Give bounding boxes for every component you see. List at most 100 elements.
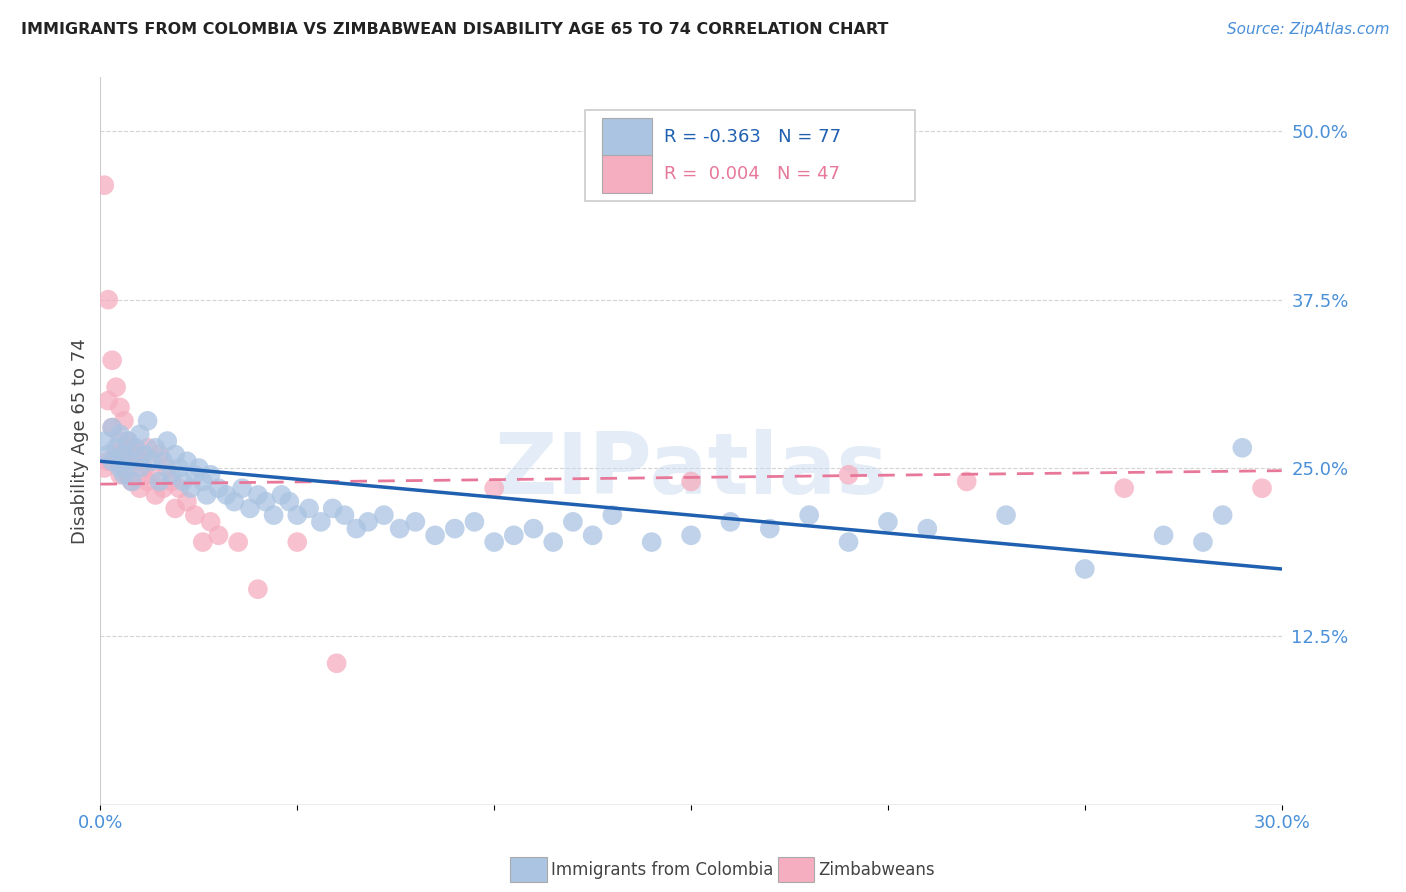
Point xyxy=(423,528,446,542)
Point xyxy=(207,528,229,542)
Point xyxy=(180,481,202,495)
Point xyxy=(97,454,120,468)
Point xyxy=(121,475,143,489)
Point xyxy=(165,448,187,462)
Point xyxy=(176,494,198,508)
Point xyxy=(167,461,190,475)
Point xyxy=(239,501,262,516)
Point xyxy=(224,494,246,508)
Point xyxy=(117,434,139,448)
Point xyxy=(108,461,131,475)
Point xyxy=(679,528,702,542)
Point xyxy=(112,448,135,462)
Point xyxy=(184,467,207,482)
Point xyxy=(877,515,900,529)
Point xyxy=(97,448,120,462)
Point xyxy=(285,535,308,549)
Point xyxy=(1074,562,1097,576)
Point xyxy=(176,454,198,468)
Point xyxy=(125,441,148,455)
Point xyxy=(156,434,179,448)
Point xyxy=(101,454,124,468)
Point xyxy=(333,508,356,522)
Point xyxy=(191,535,214,549)
Point xyxy=(298,501,321,516)
Point xyxy=(108,434,131,448)
Point xyxy=(956,475,979,489)
Text: R =  0.004   N = 47: R = 0.004 N = 47 xyxy=(664,165,839,183)
Point xyxy=(404,515,426,529)
Point xyxy=(191,475,214,489)
Point xyxy=(93,461,115,475)
Point xyxy=(121,475,143,489)
Point xyxy=(108,401,131,415)
Point xyxy=(1232,441,1254,455)
Point xyxy=(101,420,124,434)
Point xyxy=(718,515,741,529)
Point xyxy=(215,488,238,502)
Point xyxy=(145,441,167,455)
Point xyxy=(246,582,269,597)
Point xyxy=(759,522,782,536)
Point xyxy=(838,535,860,549)
Point xyxy=(344,522,367,536)
Point xyxy=(141,467,163,482)
Point xyxy=(581,528,603,542)
Point xyxy=(112,454,135,468)
Point xyxy=(195,488,218,502)
Point xyxy=(443,522,465,536)
Point xyxy=(167,481,190,495)
Point xyxy=(373,508,395,522)
Point xyxy=(1114,481,1136,495)
Point xyxy=(309,515,332,529)
Point xyxy=(125,448,148,462)
Point xyxy=(502,528,524,542)
Point xyxy=(254,494,277,508)
Point xyxy=(561,515,583,529)
Point xyxy=(152,481,174,495)
Point xyxy=(117,454,139,468)
Point xyxy=(93,178,115,193)
Text: IMMIGRANTS FROM COLOMBIA VS ZIMBABWEAN DISABILITY AGE 65 TO 74 CORRELATION CHART: IMMIGRANTS FROM COLOMBIA VS ZIMBABWEAN D… xyxy=(21,22,889,37)
Point xyxy=(325,657,347,671)
Point xyxy=(97,293,120,307)
Point xyxy=(101,420,124,434)
Point xyxy=(482,535,505,549)
Point xyxy=(145,488,167,502)
Point xyxy=(187,461,209,475)
Point xyxy=(838,467,860,482)
Point xyxy=(141,454,163,468)
Point xyxy=(463,515,485,529)
Point xyxy=(160,475,183,489)
Point xyxy=(128,454,150,468)
Point xyxy=(640,535,662,549)
Point xyxy=(132,448,155,462)
Text: Immigrants from Colombia: Immigrants from Colombia xyxy=(551,861,773,879)
Point xyxy=(112,414,135,428)
Point xyxy=(263,508,285,522)
Point xyxy=(246,488,269,502)
Point xyxy=(799,508,821,522)
Point xyxy=(117,467,139,482)
Point xyxy=(541,535,564,549)
Point xyxy=(995,508,1018,522)
Point xyxy=(231,481,253,495)
Point xyxy=(1251,481,1274,495)
Point xyxy=(128,427,150,442)
Text: ZIPatlas: ZIPatlas xyxy=(494,429,889,512)
Point xyxy=(278,494,301,508)
Point xyxy=(388,522,411,536)
Point xyxy=(136,414,159,428)
Point xyxy=(156,461,179,475)
Point xyxy=(917,522,939,536)
Text: R = -0.363   N = 77: R = -0.363 N = 77 xyxy=(664,128,841,146)
Point xyxy=(270,488,292,502)
Point xyxy=(108,467,131,482)
Point xyxy=(226,535,249,549)
Point xyxy=(93,434,115,448)
Text: Source: ZipAtlas.com: Source: ZipAtlas.com xyxy=(1226,22,1389,37)
Y-axis label: Disability Age 65 to 74: Disability Age 65 to 74 xyxy=(72,338,89,544)
Point xyxy=(357,515,380,529)
Point xyxy=(285,508,308,522)
Point xyxy=(1212,508,1234,522)
